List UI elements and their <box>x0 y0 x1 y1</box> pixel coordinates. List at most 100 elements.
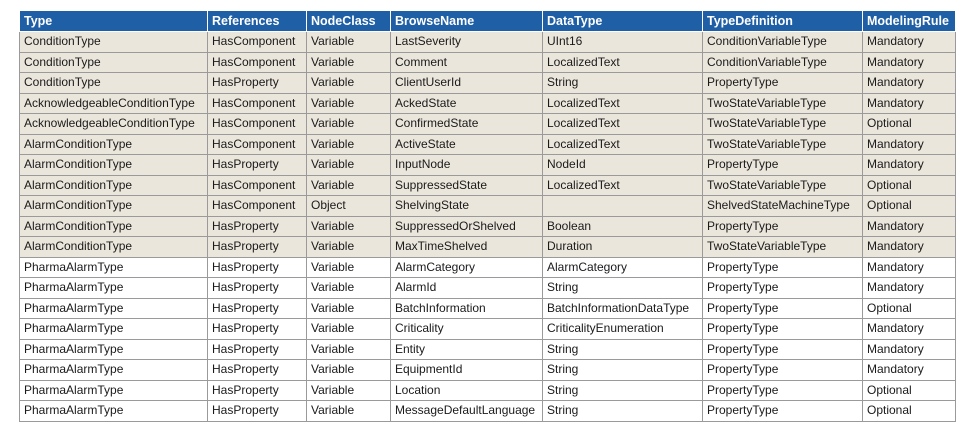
cell-modelingrule: Mandatory <box>862 256 956 278</box>
cell-datatype: String <box>542 277 703 299</box>
cell-typedefinition: ShelvedStateMachineType <box>702 195 863 217</box>
cell-references: HasComponent <box>207 195 307 217</box>
table-row: AlarmConditionType HasComponent Variable Ac… <box>19 133 956 155</box>
cell-modelingrule: Mandatory <box>862 133 956 155</box>
cell-browsename: AckedState <box>390 92 543 114</box>
cell-modelingrule: Optional <box>862 297 956 319</box>
cell-modelingrule: Mandatory <box>862 236 956 258</box>
cell-nodeclass: Variable <box>306 256 391 278</box>
cell-datatype: BatchInformationDataType <box>542 297 703 319</box>
cell-modelingrule: Optional <box>862 174 956 196</box>
table-row: PharmaAlarmType HasProperty Variable Locati… <box>19 379 956 401</box>
cell-modelingrule: Mandatory <box>862 72 956 94</box>
cell-type: ConditionType <box>19 51 208 73</box>
cell-browsename: BatchInformation <box>390 297 543 319</box>
table-row: PharmaAlarmType HasProperty Variable Critic… <box>19 318 956 340</box>
cell-typedefinition: PropertyType <box>702 297 863 319</box>
cell-nodeclass: Variable <box>306 31 391 53</box>
cell-type: PharmaAlarmType <box>19 297 208 319</box>
table-row: AlarmConditionType HasProperty Variable Max… <box>19 236 956 258</box>
cell-modelingrule: Mandatory <box>862 215 956 237</box>
cell-references: HasProperty <box>207 236 307 258</box>
table-row: AcknowledgeableConditionType HasComponent… <box>19 92 956 114</box>
header-type: Type <box>19 10 208 32</box>
cell-typedefinition: TwoStateVariableType <box>702 174 863 196</box>
cell-references: HasComponent <box>207 133 307 155</box>
cell-nodeclass: Variable <box>306 338 391 360</box>
cell-typedefinition: PropertyType <box>702 154 863 176</box>
header-browsename: BrowseName <box>390 10 543 32</box>
cell-browsename: SuppressedState <box>390 174 543 196</box>
cell-browsename: AlarmId <box>390 277 543 299</box>
cell-modelingrule: Optional <box>862 379 956 401</box>
table-row: PharmaAlarmType HasProperty Variable Equipm… <box>19 359 956 381</box>
cell-nodeclass: Variable <box>306 215 391 237</box>
cell-modelingrule: Mandatory <box>862 51 956 73</box>
table-row: PharmaAlarmType HasProperty Variable AlarmI… <box>19 277 956 299</box>
cell-datatype: UInt16 <box>542 31 703 53</box>
cell-datatype: Boolean <box>542 215 703 237</box>
cell-typedefinition: PropertyType <box>702 359 863 381</box>
cell-modelingrule: Optional <box>862 400 956 422</box>
table-row: AcknowledgeableConditionType HasComponent… <box>19 113 956 135</box>
header-datatype: DataType <box>542 10 703 32</box>
table-row: ConditionType HasComponent Variable Comment… <box>19 51 956 73</box>
cell-browsename: SuppressedOrShelved <box>390 215 543 237</box>
table-row: AlarmConditionType HasProperty Variable Inp… <box>19 154 956 176</box>
node-definition-table: Type References NodeClass BrowseName Dat… <box>19 10 956 422</box>
cell-browsename: MessageDefaultLanguage <box>390 400 543 422</box>
header-typedefinition: TypeDefinition <box>702 10 863 32</box>
table-row: PharmaAlarmType HasProperty Variable AlarmC… <box>19 256 956 278</box>
cell-browsename: LastSeverity <box>390 31 543 53</box>
table-row: PharmaAlarmType HasProperty Variable BatchI… <box>19 297 956 319</box>
cell-typedefinition: PropertyType <box>702 215 863 237</box>
cell-typedefinition: TwoStateVariableType <box>702 236 863 258</box>
cell-references: HasProperty <box>207 72 307 94</box>
cell-datatype: LocalizedText <box>542 133 703 155</box>
cell-datatype: CriticalityEnumeration <box>542 318 703 340</box>
cell-type: PharmaAlarmType <box>19 277 208 299</box>
header-modelingrule: ModelingRule <box>862 10 956 32</box>
cell-typedefinition: PropertyType <box>702 338 863 360</box>
cell-references: HasComponent <box>207 31 307 53</box>
cell-modelingrule: Mandatory <box>862 359 956 381</box>
cell-nodeclass: Variable <box>306 236 391 258</box>
cell-browsename: ActiveState <box>390 133 543 155</box>
table-row: AlarmConditionType HasComponent Variable Su… <box>19 174 956 196</box>
cell-browsename: InputNode <box>390 154 543 176</box>
cell-references: HasProperty <box>207 338 307 360</box>
cell-nodeclass: Variable <box>306 400 391 422</box>
cell-nodeclass: Variable <box>306 133 391 155</box>
cell-type: AlarmConditionType <box>19 215 208 237</box>
cell-typedefinition: PropertyType <box>702 379 863 401</box>
cell-browsename: AlarmCategory <box>390 256 543 278</box>
header-nodeclass: NodeClass <box>306 10 391 32</box>
cell-datatype: String <box>542 379 703 401</box>
cell-browsename: ShelvingState <box>390 195 543 217</box>
cell-browsename: ClientUserId <box>390 72 543 94</box>
cell-type: AcknowledgeableConditionType <box>19 113 208 135</box>
cell-references: HasProperty <box>207 256 307 278</box>
table-row: AlarmConditionType HasProperty Variable Sup… <box>19 215 956 237</box>
cell-datatype: String <box>542 359 703 381</box>
cell-browsename: Criticality <box>390 318 543 340</box>
cell-references: HasComponent <box>207 92 307 114</box>
cell-nodeclass: Variable <box>306 154 391 176</box>
cell-modelingrule: Optional <box>862 195 956 217</box>
cell-datatype: LocalizedText <box>542 174 703 196</box>
cell-typedefinition: PropertyType <box>702 277 863 299</box>
cell-type: PharmaAlarmType <box>19 256 208 278</box>
cell-datatype: AlarmCategory <box>542 256 703 278</box>
cell-type: AlarmConditionType <box>19 236 208 258</box>
cell-nodeclass: Variable <box>306 72 391 94</box>
cell-typedefinition: TwoStateVariableType <box>702 133 863 155</box>
cell-browsename: Comment <box>390 51 543 73</box>
cell-typedefinition: ConditionVariableType <box>702 31 863 53</box>
cell-references: HasComponent <box>207 113 307 135</box>
table-row: AlarmConditionType HasComponent Object Shel… <box>19 195 956 217</box>
cell-datatype: String <box>542 400 703 422</box>
cell-type: AlarmConditionType <box>19 195 208 217</box>
cell-modelingrule: Mandatory <box>862 277 956 299</box>
cell-references: HasProperty <box>207 215 307 237</box>
cell-type: PharmaAlarmType <box>19 318 208 340</box>
